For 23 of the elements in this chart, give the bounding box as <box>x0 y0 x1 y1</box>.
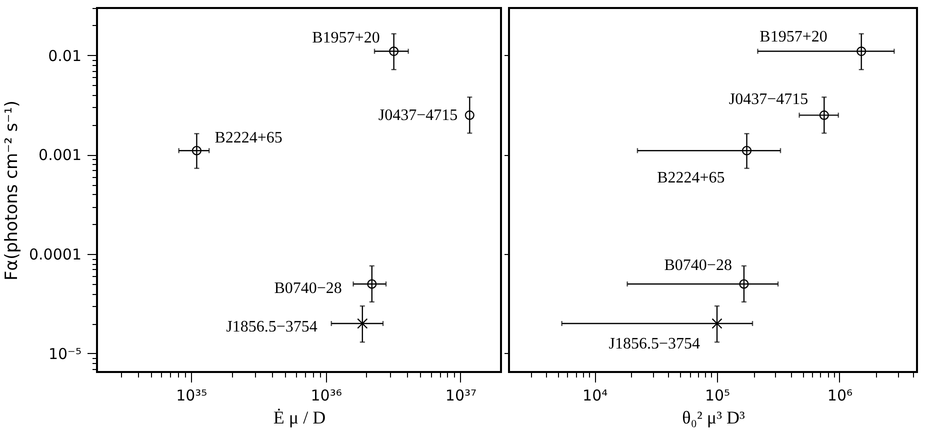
x-tick-label: 10⁴ <box>582 386 608 404</box>
x-tick-label: 10⁵ <box>704 386 730 404</box>
x-axis-title: Ė μ / D <box>273 408 326 428</box>
x-axis-title: θ₀² μ³ D³ <box>682 408 746 428</box>
series-label: J1856.5−3754 <box>608 336 700 353</box>
series-label: B2224+65 <box>657 170 725 187</box>
series-label: B1957+20 <box>312 29 380 46</box>
x-tick-label: 10³⁷ <box>445 386 477 404</box>
series-label: B0740−28 <box>664 256 732 274</box>
y-tick-label: 0.001 <box>38 146 82 164</box>
x-tick-label: 10³⁵ <box>176 386 208 404</box>
y-axis-title: Fα(photons cm⁻² s⁻¹) <box>2 100 22 281</box>
series-label: B2224+65 <box>214 130 282 147</box>
series-label: J0437−4715 <box>378 107 458 124</box>
series-label: B0740−28 <box>274 280 342 297</box>
y-tick-label: 10⁻⁵ <box>48 344 82 363</box>
y-tick-label: 0.01 <box>48 46 82 65</box>
y-tick-label: 0.0001 <box>29 246 82 264</box>
x-tick-label: 10⁶ <box>827 386 852 404</box>
series-label: J0437−4715 <box>728 91 808 108</box>
series-label: B1957+20 <box>760 28 828 46</box>
text: J1856.5−3754 <box>226 318 318 336</box>
x-tick-label: 10³⁶ <box>310 386 342 404</box>
